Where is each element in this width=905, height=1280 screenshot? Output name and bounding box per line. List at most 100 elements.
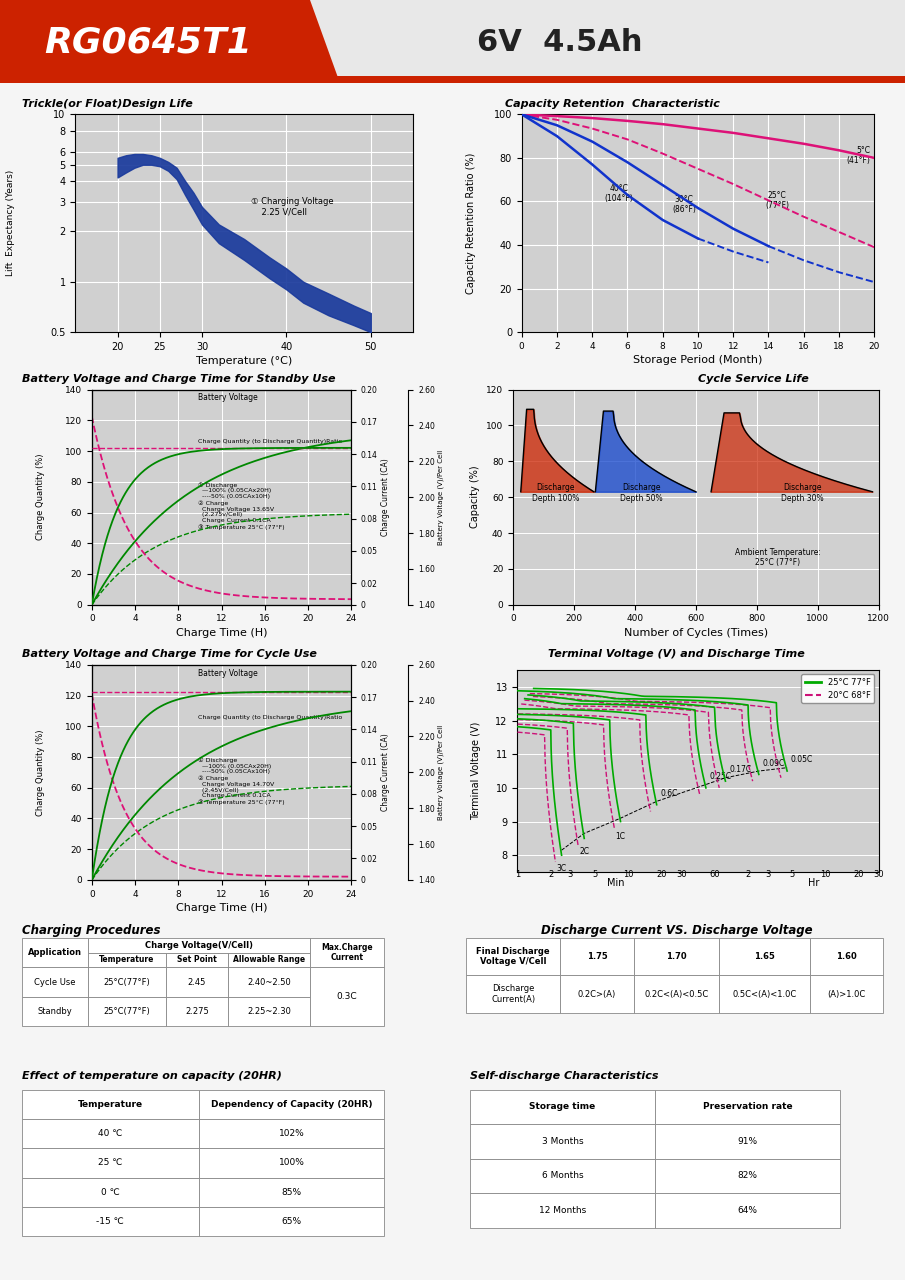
Text: Temperature: Temperature: [100, 955, 155, 964]
FancyBboxPatch shape: [719, 975, 810, 1012]
Text: 3 Months: 3 Months: [542, 1137, 584, 1146]
Text: Discharge Current VS. Discharge Voltage: Discharge Current VS. Discharge Voltage: [540, 924, 813, 937]
Text: Self-discharge Characteristics: Self-discharge Characteristics: [471, 1070, 659, 1080]
Text: 1.65: 1.65: [754, 952, 775, 961]
X-axis label: Storage Period (Month): Storage Period (Month): [634, 355, 763, 365]
Text: 0.05C: 0.05C: [791, 755, 813, 764]
FancyBboxPatch shape: [22, 968, 88, 997]
FancyBboxPatch shape: [22, 1148, 199, 1178]
FancyBboxPatch shape: [166, 952, 228, 968]
FancyBboxPatch shape: [466, 975, 560, 1012]
Text: Discharge
Depth 100%: Discharge Depth 100%: [532, 484, 579, 503]
Text: (A)>1.0C: (A)>1.0C: [827, 989, 865, 998]
FancyBboxPatch shape: [634, 975, 719, 1012]
Y-axis label: Charge Quantity (%): Charge Quantity (%): [36, 730, 45, 815]
Text: Set Point: Set Point: [177, 955, 216, 964]
X-axis label: Charge Time (H): Charge Time (H): [176, 627, 267, 637]
FancyBboxPatch shape: [471, 1124, 655, 1158]
Y-axis label: Charge Quantity (%): Charge Quantity (%): [36, 454, 45, 540]
Y-axis label: Battery Voltage (V)/Per Cell: Battery Voltage (V)/Per Cell: [438, 724, 444, 820]
Text: Effect of temperature on capacity (20HR): Effect of temperature on capacity (20HR): [22, 1070, 281, 1080]
FancyBboxPatch shape: [719, 938, 810, 975]
Text: 0.25C: 0.25C: [710, 772, 731, 781]
Text: Terminal Voltage (V) and Discharge Time: Terminal Voltage (V) and Discharge Time: [548, 649, 805, 659]
FancyBboxPatch shape: [560, 938, 634, 975]
FancyBboxPatch shape: [560, 975, 634, 1012]
Text: Charging Procedures: Charging Procedures: [22, 924, 160, 937]
FancyBboxPatch shape: [22, 1119, 199, 1148]
Text: 0.2C<(A)<0.5C: 0.2C<(A)<0.5C: [644, 989, 709, 998]
Text: 0.5C<(A)<1.0C: 0.5C<(A)<1.0C: [732, 989, 796, 998]
Text: 25°C(77°F): 25°C(77°F): [103, 1007, 150, 1016]
Text: 40°C
(104°F): 40°C (104°F): [605, 184, 633, 204]
FancyBboxPatch shape: [199, 1089, 385, 1119]
FancyBboxPatch shape: [22, 938, 88, 968]
Text: 2C: 2C: [579, 847, 589, 856]
Text: 0.6C: 0.6C: [661, 788, 678, 797]
Text: 1.70: 1.70: [666, 952, 687, 961]
Y-axis label: Lift  Expectancy (Years): Lift Expectancy (Years): [5, 170, 14, 276]
Text: Final Discharge
Voltage V/Cell: Final Discharge Voltage V/Cell: [476, 947, 550, 966]
Text: 2.25~2.30: 2.25~2.30: [247, 1007, 291, 1016]
FancyBboxPatch shape: [471, 1089, 655, 1124]
FancyBboxPatch shape: [228, 968, 310, 997]
FancyBboxPatch shape: [22, 1207, 199, 1236]
Text: 2: 2: [548, 870, 554, 879]
FancyBboxPatch shape: [22, 997, 88, 1027]
Text: Capacity Retention  Characteristic: Capacity Retention Characteristic: [505, 99, 719, 109]
FancyBboxPatch shape: [634, 938, 719, 975]
FancyBboxPatch shape: [88, 938, 310, 952]
Text: Cycle Service Life: Cycle Service Life: [699, 374, 809, 384]
FancyBboxPatch shape: [466, 938, 560, 975]
FancyBboxPatch shape: [166, 997, 228, 1027]
Text: 0.09C: 0.09C: [762, 759, 785, 768]
FancyBboxPatch shape: [810, 938, 883, 975]
Text: 3: 3: [765, 870, 770, 879]
Text: Application: Application: [28, 948, 81, 957]
FancyBboxPatch shape: [655, 1158, 840, 1193]
Text: 2.45: 2.45: [187, 978, 206, 987]
FancyBboxPatch shape: [310, 968, 384, 1027]
Text: 0.3C: 0.3C: [337, 992, 357, 1001]
Text: Dependency of Capacity (20HR): Dependency of Capacity (20HR): [211, 1100, 372, 1108]
FancyBboxPatch shape: [228, 997, 310, 1027]
Text: 1C: 1C: [615, 832, 625, 841]
Text: 40 ℃: 40 ℃: [98, 1129, 122, 1138]
Text: 85%: 85%: [281, 1188, 301, 1197]
Text: 60: 60: [710, 870, 720, 879]
Y-axis label: Terminal Voltage (V): Terminal Voltage (V): [472, 722, 481, 820]
Text: 65%: 65%: [281, 1217, 301, 1226]
Text: Battery Voltage and Charge Time for Standby Use: Battery Voltage and Charge Time for Stan…: [22, 374, 336, 384]
Text: 6V  4.5Ah: 6V 4.5Ah: [477, 28, 643, 56]
Text: 5°C
(41°F): 5°C (41°F): [847, 146, 871, 165]
FancyBboxPatch shape: [88, 968, 166, 997]
Text: 0.17C: 0.17C: [729, 765, 751, 774]
Text: 91%: 91%: [738, 1137, 757, 1146]
X-axis label: Temperature (°C): Temperature (°C): [196, 356, 292, 366]
Text: 82%: 82%: [738, 1171, 757, 1180]
Y-axis label: Capacity Retention Ratio (%): Capacity Retention Ratio (%): [466, 152, 476, 294]
Text: Charge Quantity (to Discharge Quantity)Ratio: Charge Quantity (to Discharge Quantity)R…: [198, 714, 342, 719]
FancyBboxPatch shape: [88, 952, 166, 968]
Text: Hr: Hr: [807, 878, 819, 887]
Text: ① Charging Voltage
    2.25 V/Cell: ① Charging Voltage 2.25 V/Cell: [251, 197, 334, 216]
Text: 5: 5: [593, 870, 597, 879]
Text: 1: 1: [515, 870, 520, 879]
Text: 20: 20: [656, 870, 667, 879]
FancyBboxPatch shape: [166, 968, 228, 997]
Text: Min: Min: [607, 878, 624, 887]
Text: 30: 30: [676, 870, 687, 879]
Text: ① Discharge
  —100% (0.05CAx20H)
  ----50% (0.05CAx10H)
② Charge
  Charge Voltag: ① Discharge —100% (0.05CAx20H) ----50% (…: [198, 758, 285, 805]
Y-axis label: Charge Current (CA): Charge Current (CA): [381, 458, 390, 536]
FancyBboxPatch shape: [810, 975, 883, 1012]
FancyBboxPatch shape: [22, 1178, 199, 1207]
FancyBboxPatch shape: [199, 1148, 385, 1178]
Text: RG0645T1: RG0645T1: [44, 26, 252, 59]
Text: 3C: 3C: [557, 864, 567, 873]
Text: -15 ℃: -15 ℃: [97, 1217, 124, 1226]
FancyBboxPatch shape: [471, 1193, 655, 1228]
Y-axis label: Battery Voltage (V)/Per Cell: Battery Voltage (V)/Per Cell: [438, 449, 444, 545]
Text: 100%: 100%: [279, 1158, 304, 1167]
Bar: [0, 77, 905, 83]
Text: 12 Months: 12 Months: [539, 1206, 586, 1215]
